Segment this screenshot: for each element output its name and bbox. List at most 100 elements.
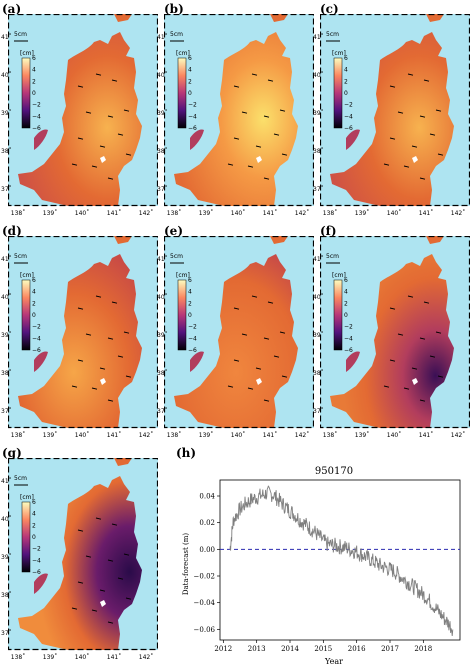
map-frame (8, 14, 158, 207)
lon-tick: 141˚ (419, 210, 433, 217)
vector-arrow (91, 609, 98, 612)
vector-arrow (111, 79, 118, 82)
lat-tick: 40˚ (157, 294, 168, 301)
panel-label-g: (g) (2, 446, 22, 460)
colorbar-unit: [cm] (176, 272, 190, 279)
lon-tick: 139˚ (199, 432, 213, 439)
colorbar-tick: 4 (32, 67, 36, 74)
lon-tick: 141˚ (107, 432, 121, 439)
colorbar-tick: −4 (32, 557, 41, 564)
colorbar-tick: −4 (188, 335, 197, 342)
vector-arrow (437, 375, 444, 378)
displacement-vectors (71, 295, 132, 402)
lon-tick: 138˚ (11, 210, 25, 217)
scale-label: 5cm (326, 31, 339, 38)
lon-tick: 138˚ (323, 210, 337, 217)
panel-label-f: (f) (320, 224, 337, 238)
map-frame (164, 236, 314, 429)
vector-arrow (435, 109, 442, 112)
vector-arrow (255, 145, 262, 148)
hokkaido-tip (270, 236, 288, 244)
lake-mark (100, 378, 106, 385)
sado-island (34, 351, 48, 372)
vector-arrow (107, 399, 114, 402)
lon-tick: 142˚ (139, 654, 153, 661)
y-tick-label: −0.02 (194, 573, 215, 581)
vector-arrow (263, 337, 270, 340)
map-panel-f: 5cm [cm]6 4 2 0 −2 −4 −6 138˚ 139˚ 140˚ 141˚ 142˚ (320, 236, 470, 439)
data-series-line (229, 485, 454, 637)
colorbar (21, 501, 31, 573)
lat-tick: 37˚ (157, 186, 168, 193)
colorbar (21, 57, 31, 129)
colorbar-tick: 4 (188, 289, 192, 296)
lat-tick: 38˚ (1, 148, 12, 155)
colorbar-tick: 6 (32, 277, 36, 284)
land-area (174, 254, 298, 428)
lat-tick: 41˚ (313, 34, 324, 41)
vector-arrow (107, 621, 114, 624)
lat-tick: 38˚ (157, 370, 168, 377)
lon-tick: 138˚ (167, 432, 181, 439)
vector-arrow (233, 137, 240, 140)
vector-arrow (279, 109, 286, 112)
colorbar-unit: [cm] (332, 50, 346, 57)
vector-arrow (91, 165, 98, 168)
lat-tick: 39˚ (157, 332, 168, 339)
colorbar-tick: −2 (188, 324, 197, 331)
hokkaido-tip (114, 14, 132, 22)
vector-arrow (91, 387, 98, 390)
lon-tick: 139˚ (43, 432, 57, 439)
colorbar-tick: 4 (344, 67, 348, 74)
colorbar-tick: 0 (32, 312, 36, 319)
lon-tick: 138˚ (11, 654, 25, 661)
scale-label: 5cm (170, 253, 183, 260)
map-panel-d: 5cm [cm]6 4 2 0 −2 −4 −6 138˚ 139˚ 140˚ 141˚ 142˚ (8, 236, 158, 439)
vector-arrow (411, 367, 418, 370)
map-panel-g: 5cm [cm]6 4 2 0 −2 −4 −6 138˚ 139˚ 140˚ 141˚ 142˚ (8, 458, 158, 661)
vector-arrow (85, 333, 92, 336)
y-axis-label: Data-forecast (m) (182, 533, 190, 596)
vector-arrow (107, 559, 114, 562)
colorbar-tick: 4 (32, 289, 36, 296)
colorbar-tick: 4 (344, 289, 348, 296)
colorbar (21, 279, 31, 351)
vector-arrow (125, 597, 132, 600)
colorbar-tick: −6 (188, 125, 197, 132)
x-tick-label: 2015 (314, 645, 332, 653)
colorbar-tick: 0 (188, 312, 192, 319)
map-panel-a: 5cm [cm]6 4 2 0 −2 −4 −6 138˚ 139˚ 140˚ 141˚ 142˚ (8, 14, 158, 217)
vector-arrow (77, 529, 84, 532)
x-tick-label: 2013 (248, 645, 266, 653)
vector-arrow (71, 163, 78, 166)
lat-tick: 41˚ (1, 256, 12, 263)
vector-arrow (77, 85, 84, 88)
vector-arrow (125, 153, 132, 156)
lake-mark (412, 378, 418, 385)
vector-arrow (263, 399, 270, 402)
scale-label: 5cm (326, 253, 339, 260)
vector-arrow (117, 355, 124, 358)
vector-arrow (95, 517, 102, 520)
vector-arrow (423, 301, 430, 304)
colorbar-tick: 6 (344, 55, 348, 62)
vector-arrow (389, 137, 396, 140)
vector-arrow (389, 359, 396, 362)
vector-arrow (85, 111, 92, 114)
hokkaido-tip (426, 14, 444, 22)
panel-label-e: (e) (164, 224, 183, 238)
vector-arrow (123, 109, 130, 112)
x-tick-label: 2014 (281, 645, 299, 653)
displacement-vectors (383, 73, 444, 180)
colorbar-unit: [cm] (176, 50, 190, 57)
lon-tick: 142˚ (295, 432, 309, 439)
panel-label-d: (d) (2, 224, 22, 238)
lat-tick: 40˚ (1, 516, 12, 523)
vector-arrow (281, 375, 288, 378)
vector-arrow (117, 577, 124, 580)
chart-axes: 0.04 0.02 0.00 −0.02 −0.04 −0.06 2012 2013 2014 2… (194, 479, 461, 653)
lat-tick: 40˚ (1, 72, 12, 79)
vector-arrow (77, 307, 84, 310)
colorbar-tick: −6 (32, 125, 41, 132)
panel-label-h: (h) (176, 446, 197, 460)
